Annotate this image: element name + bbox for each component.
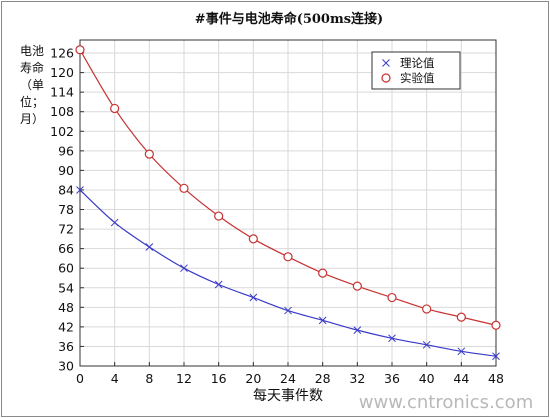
data-point-circle-marker bbox=[214, 211, 224, 221]
data-point-x-marker bbox=[284, 306, 292, 315]
data-point-x-marker bbox=[318, 316, 327, 325]
y-axis-label-line: 寿命 bbox=[20, 60, 44, 75]
y-axis-label-line: （单 bbox=[20, 78, 44, 92]
x-tick-label: 48 bbox=[488, 371, 504, 386]
series-theoretical bbox=[76, 186, 500, 361]
x-axis-label: 每天事件数 bbox=[253, 388, 323, 404]
y-tick-label: 48 bbox=[58, 300, 74, 315]
y-tick-label: 30 bbox=[58, 359, 74, 374]
x-tick-label: 24 bbox=[280, 371, 296, 386]
data-point-circle-marker bbox=[387, 292, 397, 303]
y-axis-label: 电池寿命 （单位； 月） bbox=[20, 44, 44, 126]
data-point-x-marker bbox=[145, 243, 154, 251]
y-tick-label: 72 bbox=[58, 222, 74, 237]
series-experimental bbox=[75, 45, 501, 330]
data-point-x-marker bbox=[492, 352, 500, 361]
data-point-circle-marker bbox=[283, 252, 293, 262]
y-tick-label: 96 bbox=[58, 143, 74, 158]
data-point-circle-marker bbox=[75, 45, 85, 55]
legend-circle-marker bbox=[381, 73, 391, 83]
y-axis-label-line: 电池 bbox=[20, 44, 44, 58]
data-point-x-marker bbox=[76, 186, 84, 194]
y-tick-label: 84 bbox=[58, 182, 74, 197]
x-tick-label: 36 bbox=[384, 371, 400, 386]
x-tick-label: 4 bbox=[111, 371, 119, 386]
data-point-circle-marker bbox=[352, 281, 362, 291]
y-tick-label: 120 bbox=[50, 65, 74, 80]
x-tick-label: 0 bbox=[76, 371, 84, 386]
data-point-x-marker bbox=[388, 334, 396, 343]
data-point-circle-marker bbox=[491, 320, 501, 330]
data-point-circle-marker bbox=[318, 268, 328, 278]
y-tick-label: 54 bbox=[58, 280, 74, 295]
y-tick-label: 108 bbox=[50, 104, 74, 119]
data-point-x-marker bbox=[249, 293, 258, 302]
y-tick-label: 102 bbox=[50, 124, 74, 139]
data-point-x-marker bbox=[180, 264, 188, 273]
data-point-x-marker bbox=[457, 347, 466, 356]
y-axis-ticks: 30 36 42 48 54 60 66 72 78 84 90 96 102 108 114 120 126 bbox=[50, 46, 84, 374]
data-point-x-marker bbox=[422, 340, 431, 349]
legend-label: 实验值 bbox=[400, 71, 435, 85]
data-point-circle-marker bbox=[144, 149, 154, 159]
series-layer bbox=[75, 45, 501, 361]
x-tick-label: 8 bbox=[145, 371, 153, 386]
x-tick-label: 32 bbox=[349, 371, 365, 386]
watermark: www.cntronics.com bbox=[359, 392, 533, 413]
x-tick-label: 12 bbox=[176, 371, 192, 386]
x-tick-label: 28 bbox=[315, 371, 331, 386]
x-tick-label: 20 bbox=[245, 371, 261, 386]
legend-x-marker bbox=[382, 59, 390, 67]
y-tick-label: 60 bbox=[58, 261, 74, 276]
data-point-x-marker bbox=[353, 326, 362, 334]
y-tick-label: 90 bbox=[58, 163, 74, 178]
data-point-circle-marker bbox=[456, 312, 466, 322]
x-tick-label: 44 bbox=[453, 371, 469, 386]
y-tick-label: 66 bbox=[58, 241, 74, 256]
y-tick-label: 126 bbox=[50, 46, 74, 61]
x-tick-label: 16 bbox=[211, 371, 227, 386]
y-tick-label: 78 bbox=[58, 202, 74, 217]
data-point-x-marker bbox=[110, 218, 119, 227]
data-point-circle-marker bbox=[422, 304, 432, 314]
data-point-circle-marker bbox=[179, 183, 189, 193]
data-point-x-marker bbox=[214, 280, 223, 289]
y-tick-label: 36 bbox=[58, 339, 74, 354]
x-axis-ticks: 0 4 8 12 16 20 24 28 32 36 40 44 48 bbox=[76, 362, 504, 386]
chart-title: #事件与电池寿命(500ms连接) bbox=[195, 11, 383, 27]
y-tick-label: 114 bbox=[50, 85, 74, 100]
x-tick-label: 40 bbox=[419, 371, 435, 386]
y-tick-label: 42 bbox=[58, 319, 74, 334]
legend-box bbox=[371, 51, 461, 90]
y-axis-label-line: 位； bbox=[20, 94, 44, 109]
legend-label: 理论值 bbox=[400, 56, 435, 70]
y-axis-label-line: 月） bbox=[20, 112, 44, 126]
data-point-circle-marker bbox=[110, 103, 120, 114]
data-point-circle-marker bbox=[248, 234, 258, 244]
